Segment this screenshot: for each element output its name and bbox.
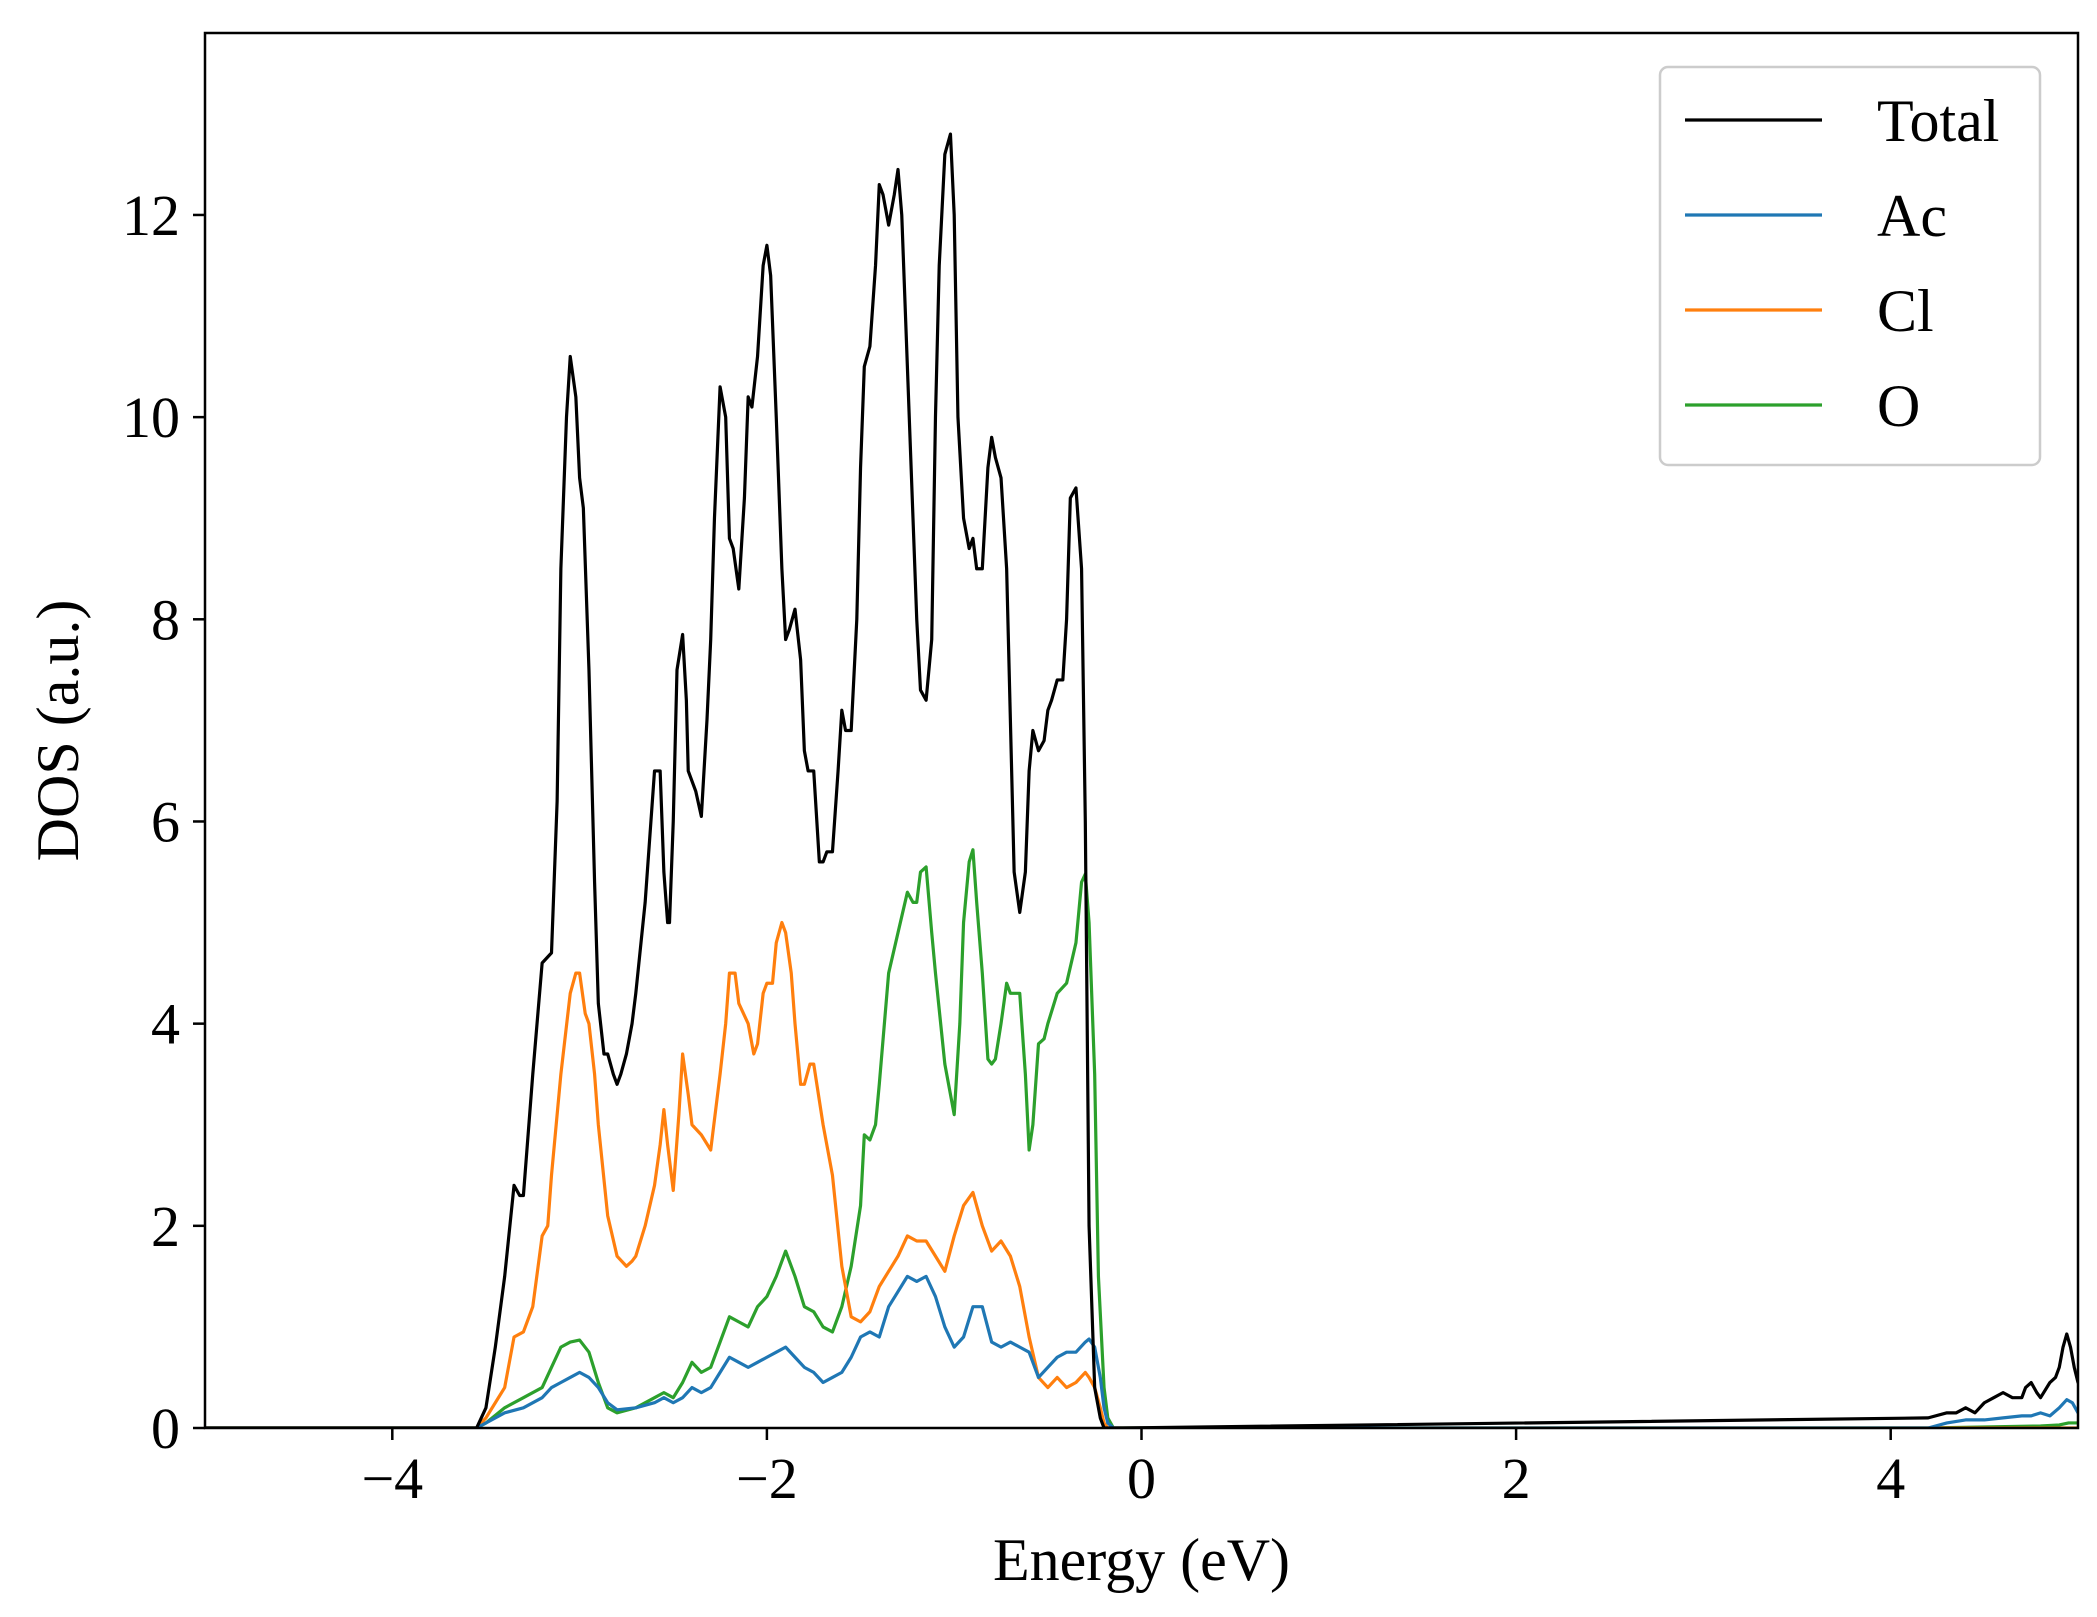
x-tick-label: 0 [1127, 1446, 1156, 1511]
series-line-total [205, 132, 2078, 1428]
x-tick-label: 4 [1876, 1446, 1905, 1511]
series-layer [205, 132, 2078, 1428]
x-tick-label: −2 [736, 1446, 798, 1511]
legend: Total Ac Cl O [1658, 65, 2042, 467]
y-tick-label: 2 [151, 1194, 180, 1259]
y-axis: 0 2 4 6 8 10 12 [122, 183, 205, 1461]
legend-label-total: Total [1877, 88, 1999, 154]
series-line-cl [205, 920, 2078, 1428]
series-line-ac [205, 1274, 2078, 1428]
y-tick-label: 4 [151, 992, 180, 1057]
y-tick-label: 0 [151, 1396, 180, 1461]
x-tick-label: 2 [1502, 1446, 1531, 1511]
legend-label-o: O [1877, 373, 1920, 439]
series-line-o [205, 848, 2078, 1428]
x-tick-label: −4 [361, 1446, 423, 1511]
legend-box [1658, 65, 2042, 467]
y-tick-label: 12 [122, 183, 180, 248]
y-axis-label: DOS (a.u.) [25, 600, 91, 862]
x-axis: −4 −2 0 2 4 [361, 1428, 1905, 1511]
y-tick-label: 10 [122, 385, 180, 450]
legend-label-cl: Cl [1877, 278, 1934, 344]
y-tick-label: 8 [151, 587, 180, 652]
x-axis-label: Energy (eV) [993, 1527, 1290, 1593]
legend-label-ac: Ac [1877, 183, 1947, 249]
y-tick-label: 6 [151, 789, 180, 854]
